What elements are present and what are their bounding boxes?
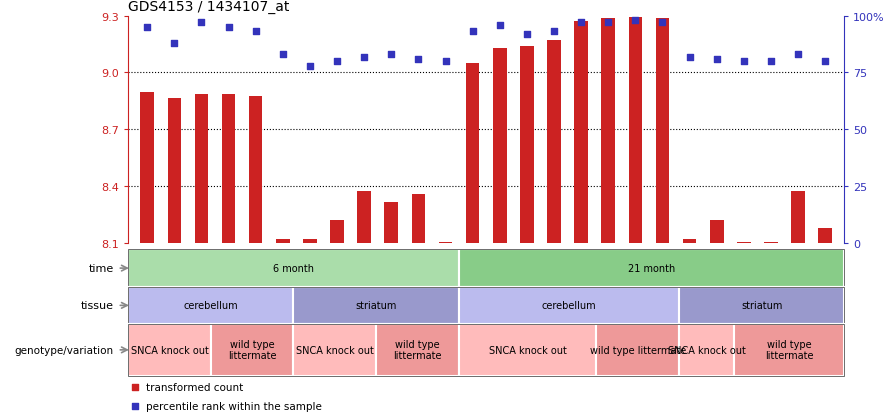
Text: 6 month: 6 month (273, 263, 314, 273)
Bar (734, 324, 844, 376)
Text: striatum: striatum (355, 301, 397, 311)
Text: SNCA knock out: SNCA knock out (489, 345, 567, 355)
Bar (128, 250, 459, 287)
Point (736, 59, 751, 65)
Point (303, 63, 317, 70)
Bar (303, 240, 316, 244)
Bar (331, 221, 344, 244)
Point (682, 54, 697, 61)
Bar (412, 195, 425, 244)
Text: 21 month: 21 month (628, 263, 675, 273)
Bar (385, 202, 398, 244)
Text: GDS4153 / 1434107_at: GDS4153 / 1434107_at (128, 0, 290, 14)
Bar (791, 192, 805, 244)
Text: wild type
littermate: wild type littermate (228, 339, 277, 361)
Text: transformed count: transformed count (146, 382, 243, 392)
Text: striatum: striatum (741, 301, 782, 311)
Bar (141, 93, 154, 244)
Bar (376, 324, 459, 376)
Bar (293, 324, 376, 376)
Point (248, 29, 263, 36)
Point (764, 59, 778, 65)
Text: wild type
littermate: wild type littermate (393, 339, 442, 361)
Bar (819, 228, 832, 244)
Bar (293, 287, 459, 324)
Point (276, 52, 290, 58)
Point (330, 59, 344, 65)
Point (492, 22, 507, 29)
Bar (357, 192, 371, 244)
Point (547, 29, 561, 36)
Text: SNCA knock out: SNCA knock out (296, 345, 374, 355)
Point (128, 384, 142, 390)
Point (629, 18, 643, 24)
Bar (167, 99, 181, 244)
Bar (459, 250, 844, 287)
Bar (222, 95, 235, 244)
Text: wild type littermate: wild type littermate (590, 345, 686, 355)
Point (128, 402, 142, 409)
Text: wild type
littermate: wild type littermate (765, 339, 813, 361)
Text: SNCA knock out: SNCA knock out (667, 345, 745, 355)
Point (710, 56, 724, 63)
Bar (575, 22, 588, 244)
Point (791, 52, 805, 58)
Bar (210, 324, 293, 376)
Bar (459, 287, 679, 324)
Text: SNCA knock out: SNCA knock out (131, 345, 209, 355)
Text: cerebellum: cerebellum (542, 301, 596, 311)
Point (194, 20, 209, 26)
Bar (629, 17, 642, 244)
Point (357, 54, 371, 61)
Bar (737, 243, 751, 244)
Bar (601, 19, 615, 244)
Bar (276, 240, 290, 244)
Bar (710, 221, 723, 244)
Text: cerebellum: cerebellum (184, 301, 238, 311)
Point (385, 52, 399, 58)
Bar (249, 97, 263, 244)
Bar (679, 324, 734, 376)
Bar (493, 49, 507, 244)
Text: time: time (88, 263, 114, 273)
Point (438, 59, 453, 65)
Bar (128, 287, 293, 324)
Bar (128, 324, 210, 376)
Point (222, 25, 236, 31)
Point (601, 20, 615, 26)
Point (819, 59, 833, 65)
Text: percentile rank within the sample: percentile rank within the sample (146, 401, 322, 411)
Bar (438, 243, 453, 244)
Point (574, 20, 588, 26)
Bar (520, 47, 534, 244)
Point (140, 25, 154, 31)
Bar (682, 240, 697, 244)
Bar (459, 324, 597, 376)
Point (466, 29, 480, 36)
Text: genotype/variation: genotype/variation (15, 345, 114, 355)
Point (411, 56, 425, 63)
Bar (547, 41, 560, 244)
Text: tissue: tissue (80, 301, 114, 311)
Bar (597, 324, 679, 376)
Bar (466, 64, 479, 244)
Point (520, 31, 534, 38)
Bar (679, 287, 844, 324)
Point (655, 20, 669, 26)
Bar (656, 19, 669, 244)
Bar (764, 243, 778, 244)
Point (167, 40, 181, 47)
Bar (194, 95, 209, 244)
